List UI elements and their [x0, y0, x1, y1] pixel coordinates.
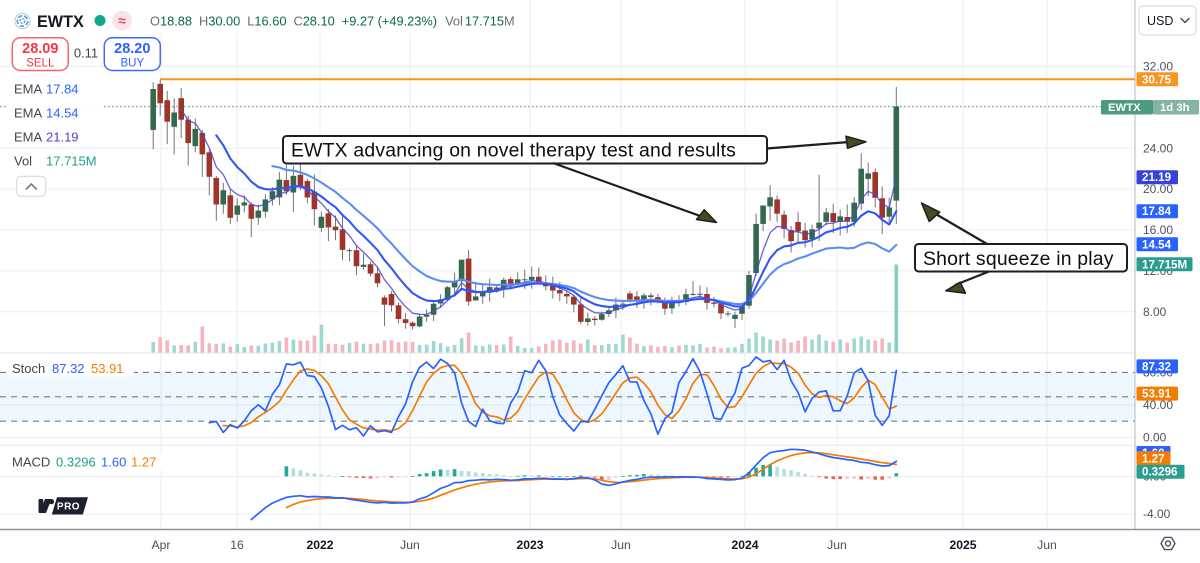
svg-text:Short squeeze in play: Short squeeze in play — [923, 248, 1114, 270]
svg-text:0.00: 0.00 — [1143, 431, 1167, 445]
svg-text:Jun: Jun — [611, 538, 631, 552]
svg-text:EMA: EMA — [14, 130, 43, 145]
svg-text:0.3296: 0.3296 — [1142, 466, 1178, 479]
svg-text:Stoch: Stoch — [12, 361, 45, 376]
svg-text:EWTX: EWTX — [1108, 102, 1141, 114]
svg-text:USD: USD — [1147, 14, 1173, 28]
svg-text:1.60: 1.60 — [101, 455, 126, 470]
svg-text:-4.00: -4.00 — [1143, 507, 1171, 521]
svg-text:17.84: 17.84 — [1142, 205, 1172, 218]
svg-text:2023: 2023 — [516, 538, 543, 552]
svg-text:1.27: 1.27 — [131, 455, 156, 470]
svg-text:EMA: EMA — [14, 106, 43, 121]
svg-text:21.19: 21.19 — [1142, 171, 1172, 184]
svg-text:20.00: 20.00 — [1143, 182, 1173, 196]
svg-text:17.84: 17.84 — [46, 82, 79, 97]
svg-text:14.54: 14.54 — [1142, 238, 1172, 251]
svg-text:87.32: 87.32 — [1142, 360, 1171, 373]
svg-text:2025: 2025 — [949, 538, 976, 552]
svg-text:24.00: 24.00 — [1143, 141, 1173, 155]
svg-text:Jun: Jun — [1037, 538, 1057, 552]
svg-text:1.27: 1.27 — [1142, 452, 1165, 465]
svg-text:MACD: MACD — [12, 455, 50, 470]
svg-text:87.32: 87.32 — [52, 361, 85, 376]
svg-text:16.00: 16.00 — [1143, 223, 1173, 237]
svg-text:17.715M: 17.715M — [1142, 258, 1187, 271]
svg-text:16: 16 — [230, 538, 244, 552]
svg-text:28.20: 28.20 — [114, 41, 150, 57]
svg-text:≈: ≈ — [118, 13, 126, 29]
svg-text:Jun: Jun — [400, 538, 420, 552]
svg-text:30.75: 30.75 — [1142, 73, 1172, 86]
svg-text:EWTX: EWTX — [37, 13, 84, 31]
svg-text:2024: 2024 — [731, 538, 758, 552]
svg-text:53.91: 53.91 — [1142, 388, 1172, 401]
svg-text:EWTX advancing on novel therap: EWTX advancing on novel therapy test and… — [291, 139, 736, 161]
svg-text:1d 3h: 1d 3h — [1160, 102, 1190, 114]
svg-text:SELL: SELL — [26, 58, 55, 70]
svg-text:17.715M: 17.715M — [46, 154, 97, 169]
svg-text:0.3296: 0.3296 — [56, 455, 96, 470]
svg-text:BUY: BUY — [120, 58, 144, 70]
svg-text:53.91: 53.91 — [91, 361, 124, 376]
svg-text:14.54: 14.54 — [46, 106, 79, 121]
svg-text:2022: 2022 — [306, 538, 333, 552]
svg-text:EMA: EMA — [14, 82, 43, 97]
svg-text:28.09: 28.09 — [22, 41, 58, 57]
svg-text:40.00: 40.00 — [1143, 398, 1173, 412]
svg-text:PRO: PRO — [57, 502, 80, 513]
svg-text:8.00: 8.00 — [1143, 305, 1167, 319]
svg-text:Jun: Jun — [827, 538, 847, 552]
svg-text:Vol: Vol — [14, 154, 32, 169]
svg-text:21.19: 21.19 — [46, 130, 79, 145]
svg-text:0.11: 0.11 — [74, 46, 98, 61]
svg-text:32.00: 32.00 — [1143, 60, 1173, 74]
svg-text:Apr: Apr — [152, 538, 171, 552]
